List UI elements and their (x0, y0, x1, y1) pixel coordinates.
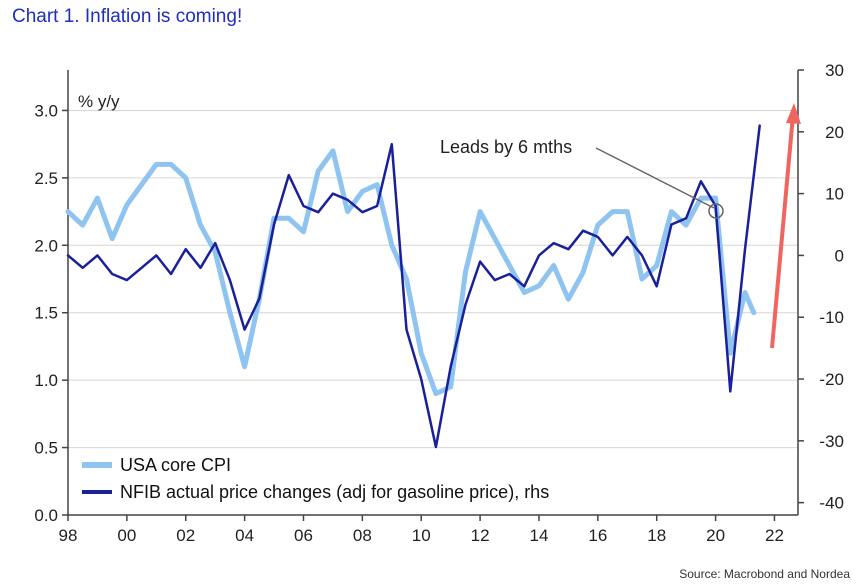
trend-arrow-head (786, 103, 801, 124)
x-tick-label: 00 (117, 526, 136, 545)
left-tick-label: 2.0 (34, 236, 58, 255)
right-tick-label: 20 (825, 123, 844, 142)
left-tick-label: 2.5 (34, 169, 58, 188)
right-tick-label: 10 (825, 185, 844, 204)
x-tick-label: 12 (471, 526, 490, 545)
right-tick-label: -30 (819, 432, 844, 451)
x-tick-label: 02 (176, 526, 195, 545)
series-lines (65, 124, 761, 449)
legend-label-cpi: USA core CPI (120, 455, 231, 475)
annotation-leader (595, 147, 715, 209)
left-tick-label: 1.5 (34, 304, 58, 323)
right-tick-label: 0 (835, 246, 844, 265)
x-tick-label: 16 (588, 526, 607, 545)
series-line-core-cpi (65, 148, 757, 397)
annotation-marker (708, 203, 724, 219)
x-tick-label: 98 (59, 526, 78, 545)
plot-area (68, 70, 798, 515)
x-tick-label: 06 (294, 526, 313, 545)
left-tick-label: 0.0 (34, 506, 58, 525)
x-tick-label: 04 (235, 526, 254, 545)
source-note: Source: Macrobond and Nordea (679, 567, 850, 581)
right-tick-label: 30 (825, 61, 844, 80)
series-line-nfib (66, 124, 761, 449)
left-tick-label: 1.0 (34, 371, 58, 390)
left-tick-label: 3.0 (34, 101, 58, 120)
right-tick-label: -40 (819, 494, 844, 513)
legend: USA core CPI NFIB actual price changes (… (82, 455, 549, 502)
right-tick-label: -20 (819, 370, 844, 389)
chart-title: Chart 1. Inflation is coming! (12, 6, 243, 27)
x-tick-label: 14 (530, 526, 549, 545)
left-tick-label: 0.5 (34, 439, 58, 458)
annotation-label: Leads by 6 mths (440, 137, 572, 157)
axis-ticks: 0.0 0.5 1.0 1.5 2.0 2.5 3.0 -40 -30 -20 -10 0 10 20 30… (34, 61, 844, 545)
trend-arrow-shaft (770, 114, 795, 349)
left-axis-unit: % y/y (78, 92, 120, 111)
x-tick-label: 18 (647, 526, 666, 545)
x-tick-label: 10 (412, 526, 431, 545)
legend-label-nfib: NFIB actual price changes (adj for gasol… (120, 482, 549, 502)
x-tick-label: 08 (353, 526, 372, 545)
x-tick-label: 22 (765, 526, 784, 545)
right-tick-label: -10 (819, 308, 844, 327)
x-tick-label: 20 (706, 526, 725, 545)
